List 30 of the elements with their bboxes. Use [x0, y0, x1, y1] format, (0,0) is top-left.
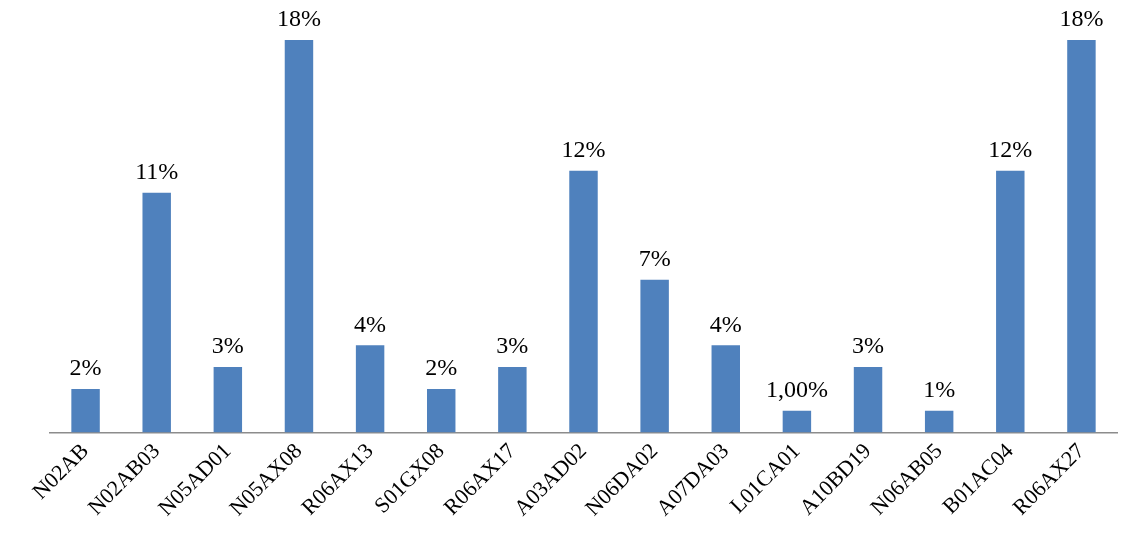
bar: [782, 410, 812, 433]
bar: [924, 410, 954, 433]
bar: [640, 279, 669, 433]
data-label: 7%: [638, 245, 671, 272]
bar: [71, 388, 100, 433]
bar: [355, 345, 385, 433]
bar: [142, 192, 171, 433]
data-label: 12%: [988, 136, 1033, 163]
bar: [213, 367, 243, 433]
data-label: 18%: [276, 5, 321, 32]
data-label: 1,00%: [765, 376, 828, 403]
bar: [284, 40, 314, 433]
data-label: 3%: [852, 332, 885, 359]
data-label: 12%: [561, 136, 606, 163]
bar: [569, 170, 598, 433]
bar: [427, 388, 456, 433]
data-label: 2%: [69, 354, 102, 381]
bar: [996, 170, 1025, 433]
data-label: 4%: [354, 310, 387, 337]
bar: [853, 367, 883, 433]
data-label: 18%: [1059, 5, 1104, 32]
data-label: 4%: [709, 310, 742, 337]
bar: [711, 345, 740, 433]
data-label: 2%: [425, 354, 458, 381]
data-label: 3%: [211, 332, 244, 359]
data-label: 1%: [923, 376, 956, 403]
bar: [498, 367, 527, 433]
data-label: 3%: [496, 332, 529, 359]
bar: [1067, 40, 1096, 433]
data-label: 11%: [135, 157, 179, 184]
